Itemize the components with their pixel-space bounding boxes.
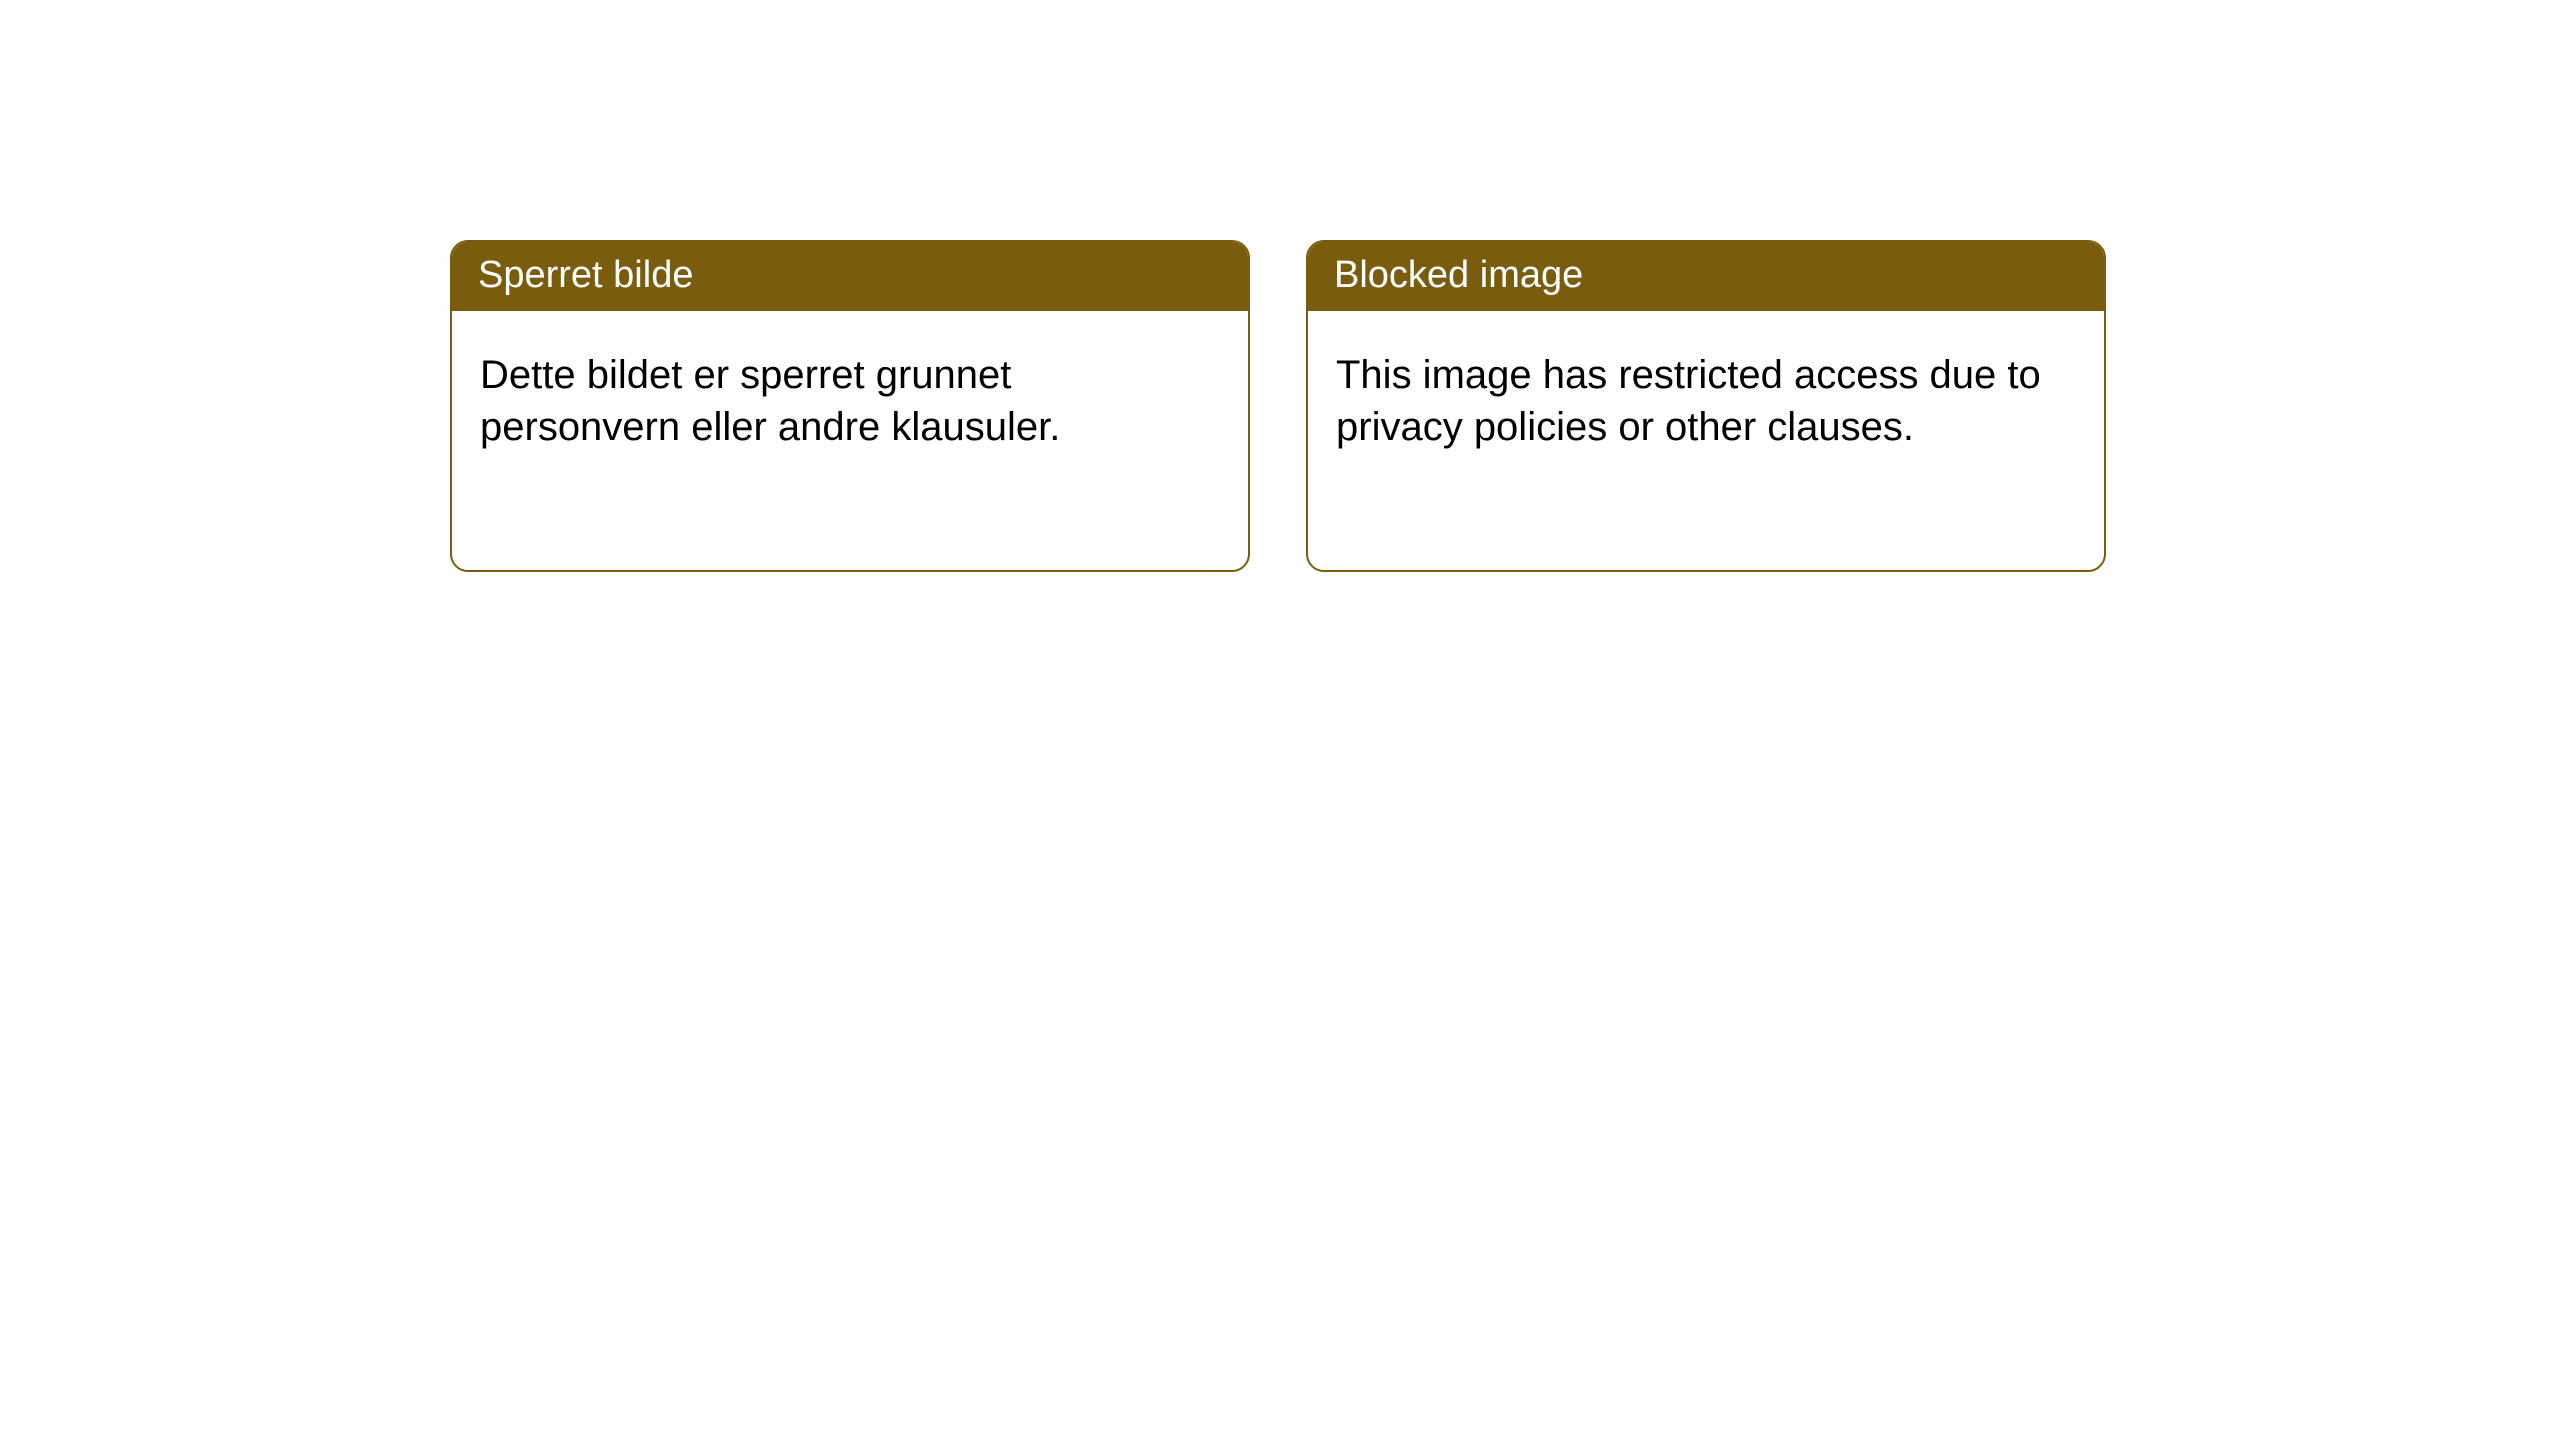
card-header-en: Blocked image (1308, 242, 2104, 311)
blocked-image-card-no: Sperret bilde Dette bildet er sperret gr… (450, 240, 1250, 572)
card-body-no: Dette bildet er sperret grunnet personve… (452, 311, 1248, 491)
card-body-en: This image has restricted access due to … (1308, 311, 2104, 491)
card-header-no: Sperret bilde (452, 242, 1248, 311)
blocked-image-card-en: Blocked image This image has restricted … (1306, 240, 2106, 572)
card-container: Sperret bilde Dette bildet er sperret gr… (450, 240, 2560, 572)
